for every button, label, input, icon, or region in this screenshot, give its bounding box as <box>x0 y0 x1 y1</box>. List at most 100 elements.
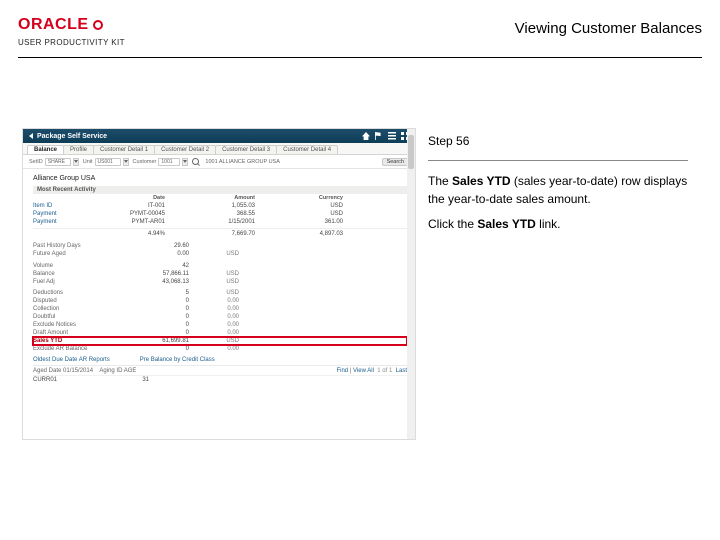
list-val: 31 <box>103 377 149 383</box>
titlebar-title[interactable]: Package Self Service <box>37 133 107 140</box>
unit-lookup-icon[interactable] <box>123 158 129 166</box>
corr-cust-value: 1001 ALLIANCE GROUP USA <box>205 159 280 165</box>
metric-label[interactable]: Fuel Adj <box>33 279 125 285</box>
metric-unit: 0.00 <box>189 314 239 320</box>
instr-bold: Sales YTD <box>477 217 535 231</box>
aged-date-value: 01/15/2014 <box>63 368 93 374</box>
metric-row: Exclude AR Balance00.00 <box>33 345 407 353</box>
metric-unit: 0.00 <box>189 298 239 304</box>
metric-unit: 0.00 <box>189 330 239 336</box>
metric-val: 57,866.11 <box>125 271 189 277</box>
instr-text: Click the <box>428 217 477 231</box>
customer-field[interactable]: 1001 <box>158 158 180 166</box>
metric-val: 43,068.13 <box>125 279 189 285</box>
metric-val: 42 <box>125 263 189 269</box>
metric-val: 0 <box>125 298 189 304</box>
search-button[interactable]: Search <box>382 158 409 166</box>
setid-field[interactable]: SHARE <box>45 158 71 166</box>
scrollbar-thumb[interactable] <box>408 135 414 169</box>
activity-header-row: Date Amount Currency <box>33 194 407 202</box>
metric-label[interactable]: Volume <box>33 263 125 269</box>
metric-row: Doubtful00.00 <box>33 313 407 321</box>
app-titlebar: Package Self Service <box>23 129 415 143</box>
link-prebalance[interactable]: Pre Balance by Credit Class <box>140 357 215 363</box>
activity-label[interactable]: Payment <box>33 211 93 217</box>
setid-lookup-icon[interactable] <box>73 158 79 166</box>
metric-label[interactable]: Draft Amount <box>33 330 125 336</box>
metric-unit: 0.00 <box>189 322 239 328</box>
tab-profile[interactable]: Profile <box>63 145 94 154</box>
metric-row: Past History Days29.60 <box>33 242 407 250</box>
aged-date-label: Aged Date <box>33 368 61 374</box>
activity-val: IT-001 <box>93 203 183 209</box>
section-recent-activity: Most Recent Activity <box>33 186 407 194</box>
activity-row: Payment PYMT-00045 368.55 USD <box>33 210 407 218</box>
last-link[interactable]: Last <box>396 368 407 374</box>
metric-row: Balance57,866.11USD <box>33 270 407 278</box>
back-icon[interactable] <box>29 133 33 139</box>
activity-val: 361.00 <box>273 219 343 225</box>
metric-label[interactable]: Future Aged <box>33 251 125 257</box>
activity-val: PYMT-AR01 <box>93 219 183 225</box>
customer-name: Alliance Group USA <box>33 175 407 182</box>
metric-unit: 0.00 <box>189 306 239 312</box>
search-icon[interactable] <box>192 158 199 165</box>
metric-label[interactable]: Deductions <box>33 290 125 296</box>
col-currency: Currency <box>273 195 343 201</box>
meta-links: Oldest Due Date AR Reports Pre Balance b… <box>33 357 407 363</box>
tab-cust2[interactable]: Customer Detail 2 <box>154 145 216 154</box>
embedded-app: Package Self Service Balance Profile Cus… <box>22 128 416 440</box>
metric-label[interactable]: Exclude Notices <box>33 322 125 328</box>
metric-label[interactable]: Collection <box>33 306 125 312</box>
metric-unit: USD <box>189 279 239 285</box>
totals-val: 4.94% <box>93 231 183 237</box>
flag-icon[interactable] <box>375 132 383 140</box>
metric-label[interactable]: Doubtful <box>33 314 125 320</box>
unit-field[interactable]: US001 <box>95 158 121 166</box>
page-title: Viewing Customer Balances <box>515 20 702 37</box>
totals-val: 4,897.03 <box>273 231 343 237</box>
tab-cust1[interactable]: Customer Detail 1 <box>93 145 155 154</box>
home-icon[interactable] <box>362 132 370 140</box>
customer-lookup-icon[interactable] <box>182 158 188 166</box>
menu-icon[interactable] <box>388 132 396 140</box>
tab-balance[interactable]: Balance <box>27 145 64 154</box>
totals-val: 7,669.70 <box>183 231 273 237</box>
activity-label[interactable]: Item ID <box>33 203 93 209</box>
find-link[interactable]: Find <box>336 368 348 374</box>
metric-label[interactable]: Exclude AR Balance <box>33 346 125 352</box>
metric-label[interactable]: Balance <box>33 271 125 277</box>
metric-label[interactable]: Past History Days <box>33 243 125 249</box>
metric-row: Volume42 <box>33 262 407 270</box>
metric-val: 29.60 <box>125 243 189 249</box>
metric-unit <box>189 263 239 269</box>
metric-val: 61,699.81 <box>125 338 189 344</box>
link-oldest-due[interactable]: Oldest Due Date AR Reports <box>33 357 110 363</box>
view-all-link[interactable]: View All <box>353 368 374 374</box>
metric-unit: 0.00 <box>189 346 239 352</box>
scrollbar[interactable] <box>407 129 415 439</box>
tab-cust4[interactable]: Customer Detail 4 <box>276 145 338 154</box>
activity-row: Item ID IT-001 1,055.03 USD <box>33 202 407 210</box>
tab-cust3[interactable]: Customer Detail 3 <box>215 145 277 154</box>
aging-id-label: Aging ID <box>99 368 122 374</box>
aging-id-value: AGE <box>124 368 137 374</box>
metric-val: 0 <box>125 346 189 352</box>
metric-row: Deductions5USD <box>33 289 407 297</box>
activity-label[interactable]: Payment <box>33 219 93 225</box>
metric-row: Fuel Adj43,068.13USD <box>33 278 407 286</box>
sales-ytd-link[interactable]: Sales YTD <box>33 338 125 344</box>
activity-val: 1/15/2001 <box>183 219 273 225</box>
metric-row-sales-ytd[interactable]: Sales YTD61,699.81USD <box>33 337 407 345</box>
metric-label[interactable]: Disputed <box>33 298 125 304</box>
instr-text: link. <box>536 217 561 231</box>
page-header: ORACLE USER PRODUCTIVITY KIT Viewing Cus… <box>18 16 702 58</box>
metric-unit: USD <box>189 271 239 277</box>
instruction-line-1: The Sales YTD (sales year-to-date) row d… <box>428 173 688 208</box>
metric-unit: USD <box>189 251 239 257</box>
metric-unit: USD <box>189 290 239 296</box>
metric-val: 0 <box>125 330 189 336</box>
instruction-line-2: Click the Sales YTD link. <box>428 216 688 233</box>
metric-row: Draft Amount00.00 <box>33 329 407 337</box>
metric-val: 0 <box>125 314 189 320</box>
